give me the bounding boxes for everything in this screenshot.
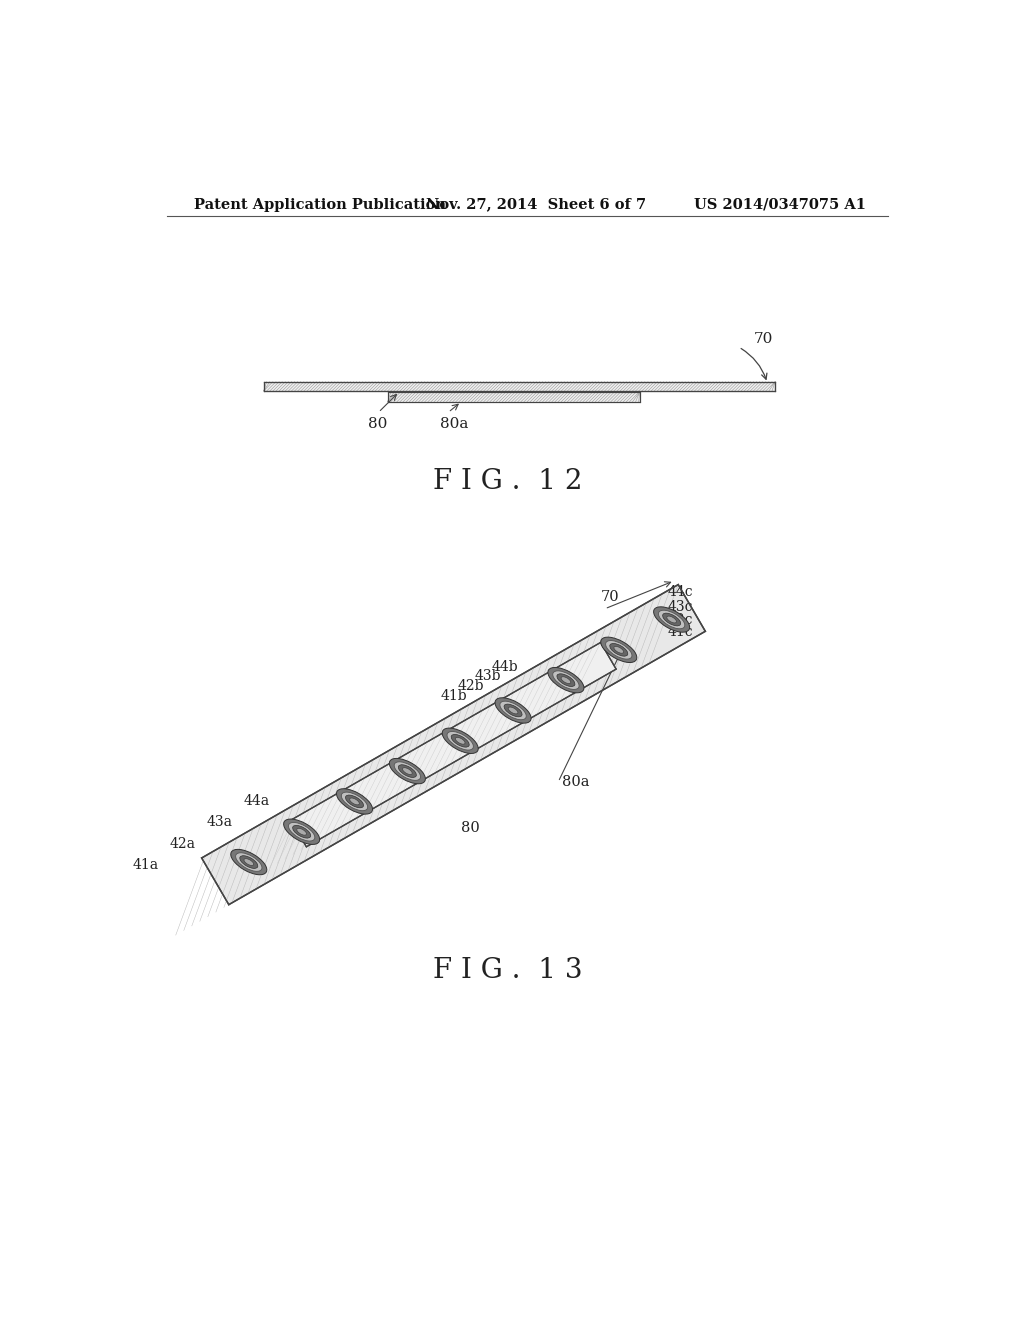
Text: 44b: 44b <box>492 660 518 673</box>
Text: 41a: 41a <box>133 858 159 871</box>
Ellipse shape <box>663 614 681 626</box>
Ellipse shape <box>389 759 425 784</box>
Text: 42a: 42a <box>170 837 196 850</box>
Ellipse shape <box>293 825 310 838</box>
Ellipse shape <box>284 818 319 845</box>
Ellipse shape <box>345 795 364 808</box>
Ellipse shape <box>402 768 413 775</box>
Ellipse shape <box>452 734 469 747</box>
Polygon shape <box>202 585 706 904</box>
Ellipse shape <box>653 607 689 632</box>
Text: F I G .  1 3: F I G . 1 3 <box>433 957 583 985</box>
Ellipse shape <box>605 640 632 659</box>
Ellipse shape <box>614 647 624 653</box>
Ellipse shape <box>341 792 368 810</box>
Text: 43c: 43c <box>668 601 693 614</box>
Text: 42c: 42c <box>668 612 693 627</box>
Text: 70: 70 <box>601 590 620 605</box>
Text: US 2014/0347075 A1: US 2014/0347075 A1 <box>693 198 865 211</box>
Text: 43a: 43a <box>207 816 232 829</box>
Polygon shape <box>291 643 616 847</box>
Ellipse shape <box>244 858 254 866</box>
Text: F I G .  1 2: F I G . 1 2 <box>433 469 583 495</box>
Text: 43b: 43b <box>474 669 501 684</box>
Ellipse shape <box>447 731 473 750</box>
Ellipse shape <box>236 853 262 871</box>
Ellipse shape <box>442 729 478 754</box>
Ellipse shape <box>297 829 306 836</box>
Ellipse shape <box>500 701 526 719</box>
Polygon shape <box>388 392 640 401</box>
Ellipse shape <box>456 738 465 744</box>
Ellipse shape <box>557 673 574 686</box>
Text: Patent Application Publication: Patent Application Publication <box>194 198 445 211</box>
Ellipse shape <box>504 704 522 717</box>
Ellipse shape <box>548 668 584 693</box>
Ellipse shape <box>667 616 677 623</box>
Text: 44c: 44c <box>668 585 693 599</box>
Ellipse shape <box>240 855 258 869</box>
Ellipse shape <box>394 762 421 780</box>
Ellipse shape <box>658 610 685 628</box>
Text: 41b: 41b <box>441 689 468 702</box>
Text: 80a: 80a <box>562 775 590 789</box>
Ellipse shape <box>337 789 373 814</box>
Ellipse shape <box>609 643 628 656</box>
Text: 70: 70 <box>755 333 773 346</box>
Text: 44a: 44a <box>244 795 269 808</box>
Ellipse shape <box>495 698 531 723</box>
Polygon shape <box>263 381 775 391</box>
Ellipse shape <box>349 799 359 805</box>
Text: 42b: 42b <box>458 678 484 693</box>
Ellipse shape <box>289 822 314 841</box>
Ellipse shape <box>230 849 267 875</box>
Text: 80: 80 <box>369 417 388 432</box>
Text: 80a: 80a <box>440 417 469 432</box>
Text: 80: 80 <box>461 821 480 836</box>
Ellipse shape <box>508 708 518 714</box>
Ellipse shape <box>561 677 570 684</box>
Ellipse shape <box>601 638 637 663</box>
Text: Nov. 27, 2014  Sheet 6 of 7: Nov. 27, 2014 Sheet 6 of 7 <box>426 198 646 211</box>
Ellipse shape <box>398 764 417 777</box>
Text: 41c: 41c <box>668 624 693 639</box>
Ellipse shape <box>553 671 580 689</box>
